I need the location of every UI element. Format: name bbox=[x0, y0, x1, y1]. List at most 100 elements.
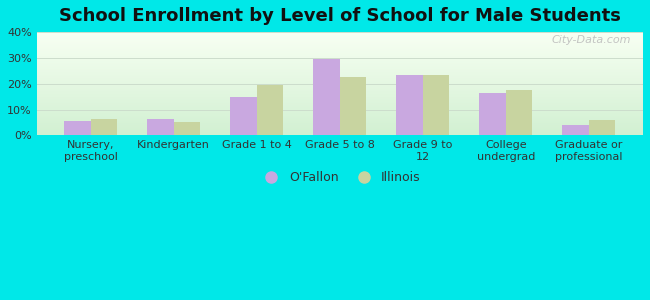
Bar bbox=[36, 130, 643, 131]
Bar bbox=[36, 120, 643, 121]
Bar bbox=[257, 85, 283, 135]
Bar bbox=[36, 126, 643, 127]
Bar bbox=[36, 106, 643, 107]
Bar bbox=[36, 90, 643, 91]
Bar bbox=[36, 37, 643, 38]
Bar bbox=[36, 100, 643, 101]
Bar bbox=[36, 88, 643, 89]
Bar bbox=[479, 93, 506, 135]
Bar bbox=[36, 123, 643, 124]
Bar bbox=[36, 96, 643, 97]
Bar bbox=[562, 125, 589, 135]
Bar bbox=[36, 51, 643, 52]
Bar bbox=[36, 80, 643, 81]
Bar bbox=[36, 34, 643, 35]
Bar bbox=[36, 110, 643, 111]
Bar bbox=[423, 75, 449, 135]
Bar bbox=[36, 71, 643, 72]
Bar bbox=[36, 44, 643, 45]
Bar bbox=[36, 79, 643, 80]
Bar bbox=[64, 121, 91, 135]
Bar bbox=[36, 97, 643, 98]
Bar bbox=[36, 113, 643, 114]
Bar bbox=[36, 83, 643, 84]
Bar bbox=[36, 60, 643, 61]
Bar bbox=[36, 63, 643, 64]
Bar bbox=[36, 85, 643, 86]
Bar bbox=[36, 57, 643, 58]
Bar bbox=[36, 35, 643, 36]
Bar bbox=[36, 74, 643, 75]
Bar bbox=[91, 118, 117, 135]
Legend: O'Fallon, Illinois: O'Fallon, Illinois bbox=[254, 166, 426, 189]
Bar bbox=[36, 119, 643, 120]
Bar bbox=[506, 90, 532, 135]
Bar bbox=[36, 78, 643, 79]
Bar bbox=[36, 68, 643, 69]
Bar bbox=[36, 56, 643, 57]
Bar bbox=[36, 133, 643, 134]
Bar bbox=[36, 112, 643, 113]
Bar bbox=[36, 38, 643, 39]
Bar bbox=[36, 72, 643, 73]
Bar bbox=[36, 75, 643, 76]
Bar bbox=[36, 99, 643, 100]
Bar bbox=[36, 84, 643, 85]
Bar bbox=[36, 101, 643, 102]
Bar bbox=[36, 55, 643, 56]
Bar bbox=[36, 129, 643, 130]
Bar bbox=[230, 97, 257, 135]
Bar bbox=[36, 86, 643, 87]
Bar bbox=[36, 61, 643, 62]
Title: School Enrollment by Level of School for Male Students: School Enrollment by Level of School for… bbox=[59, 7, 621, 25]
Bar bbox=[36, 53, 643, 54]
Bar bbox=[36, 42, 643, 43]
Bar bbox=[36, 125, 643, 126]
Bar bbox=[36, 114, 643, 115]
Bar bbox=[36, 95, 643, 96]
Bar bbox=[340, 77, 367, 135]
Bar bbox=[36, 46, 643, 47]
Bar bbox=[36, 116, 643, 117]
Bar bbox=[36, 50, 643, 51]
Bar bbox=[36, 132, 643, 133]
Bar bbox=[36, 117, 643, 118]
Bar bbox=[36, 124, 643, 125]
Bar bbox=[36, 122, 643, 123]
Bar bbox=[36, 47, 643, 48]
Bar bbox=[36, 76, 643, 77]
Bar bbox=[589, 120, 616, 135]
Bar bbox=[36, 58, 643, 59]
Bar bbox=[36, 70, 643, 71]
Bar bbox=[36, 128, 643, 129]
Bar bbox=[36, 69, 643, 70]
Bar bbox=[36, 39, 643, 40]
Bar bbox=[36, 66, 643, 67]
Bar bbox=[36, 43, 643, 44]
Bar bbox=[36, 45, 643, 46]
Bar bbox=[36, 36, 643, 37]
Bar bbox=[36, 131, 643, 132]
Bar bbox=[36, 121, 643, 122]
Bar bbox=[36, 134, 643, 135]
Bar bbox=[36, 67, 643, 68]
Bar bbox=[36, 102, 643, 103]
Bar bbox=[36, 65, 643, 66]
Bar bbox=[36, 59, 643, 60]
Bar bbox=[396, 75, 423, 135]
Bar bbox=[36, 62, 643, 63]
Bar bbox=[36, 87, 643, 88]
Bar bbox=[36, 98, 643, 99]
Bar bbox=[36, 93, 643, 94]
Bar bbox=[36, 52, 643, 53]
Bar bbox=[36, 32, 643, 33]
Bar bbox=[36, 104, 643, 105]
Bar bbox=[36, 77, 643, 78]
Bar bbox=[36, 115, 643, 116]
Bar bbox=[36, 103, 643, 104]
Bar bbox=[36, 54, 643, 55]
Bar bbox=[36, 107, 643, 108]
Bar bbox=[36, 92, 643, 93]
Bar bbox=[36, 48, 643, 49]
Bar bbox=[36, 49, 643, 50]
